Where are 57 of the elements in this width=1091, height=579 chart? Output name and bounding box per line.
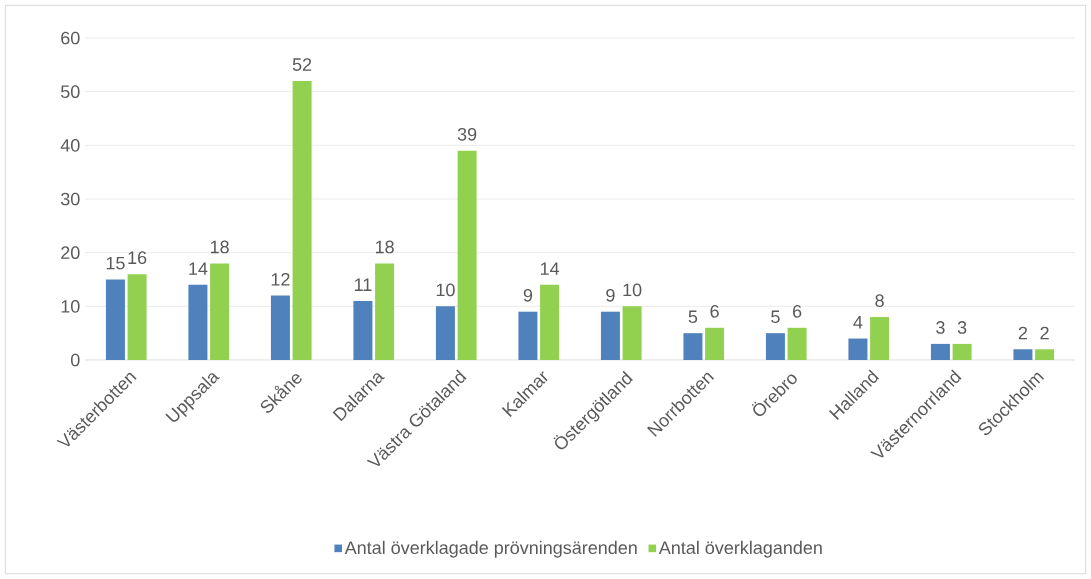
bar (952, 343, 972, 360)
data-label: 9 (606, 288, 615, 302)
data-label: 18 (375, 240, 394, 254)
bar (930, 343, 950, 360)
data-label: 14 (189, 262, 208, 275)
bar (600, 311, 620, 360)
y-tick-label: 20 (61, 246, 80, 260)
bar (210, 263, 230, 360)
data-label: 16 (128, 251, 147, 265)
data-label: 3 (957, 321, 967, 334)
data-label: 6 (793, 305, 802, 318)
bar (683, 333, 703, 360)
y-tick-label: 30 (60, 192, 80, 206)
data-label: 14 (540, 262, 560, 275)
bar (188, 284, 208, 360)
bar (540, 284, 560, 360)
data-label: 4 (853, 316, 863, 329)
bar (518, 311, 538, 360)
data-label: 52 (292, 58, 312, 71)
bar (705, 327, 725, 360)
data-label: 2 (1040, 326, 1049, 340)
data-label: 10 (623, 283, 642, 297)
y-tick-label: 60 (61, 31, 80, 45)
bar (1035, 349, 1055, 360)
y-tick-label: 10 (61, 299, 80, 313)
bar (375, 263, 395, 360)
bar (435, 306, 455, 360)
bar (353, 300, 373, 360)
bar (622, 306, 642, 360)
data-label: 5 (771, 310, 780, 324)
data-label: 12 (271, 272, 290, 286)
bar (270, 295, 290, 360)
data-label: 9 (523, 288, 533, 302)
data-label: 6 (710, 305, 719, 318)
y-tick-label: 50 (60, 85, 80, 99)
legend-label: Antal överklaganden (658, 540, 822, 558)
bar (765, 333, 785, 360)
data-label: 39 (457, 127, 477, 141)
bar (787, 327, 807, 360)
data-label: 8 (875, 294, 884, 308)
data-label: 18 (210, 240, 229, 254)
y-tick-label: 40 (60, 138, 80, 152)
data-label: 3 (936, 321, 945, 334)
bar (1013, 349, 1033, 360)
bar (870, 317, 890, 360)
data-label: 10 (436, 283, 455, 297)
data-label: 5 (688, 310, 698, 324)
legend-label: Antal överklagade prövningsärenden (344, 540, 637, 558)
bar (105, 279, 125, 360)
y-tick-label: 0 (70, 353, 80, 367)
data-label: 11 (354, 278, 372, 291)
bar (127, 274, 147, 360)
bar (848, 338, 868, 360)
bar (457, 150, 477, 360)
data-label: 2 (1018, 326, 1028, 340)
data-label: 15 (106, 256, 125, 270)
bar (292, 80, 312, 360)
